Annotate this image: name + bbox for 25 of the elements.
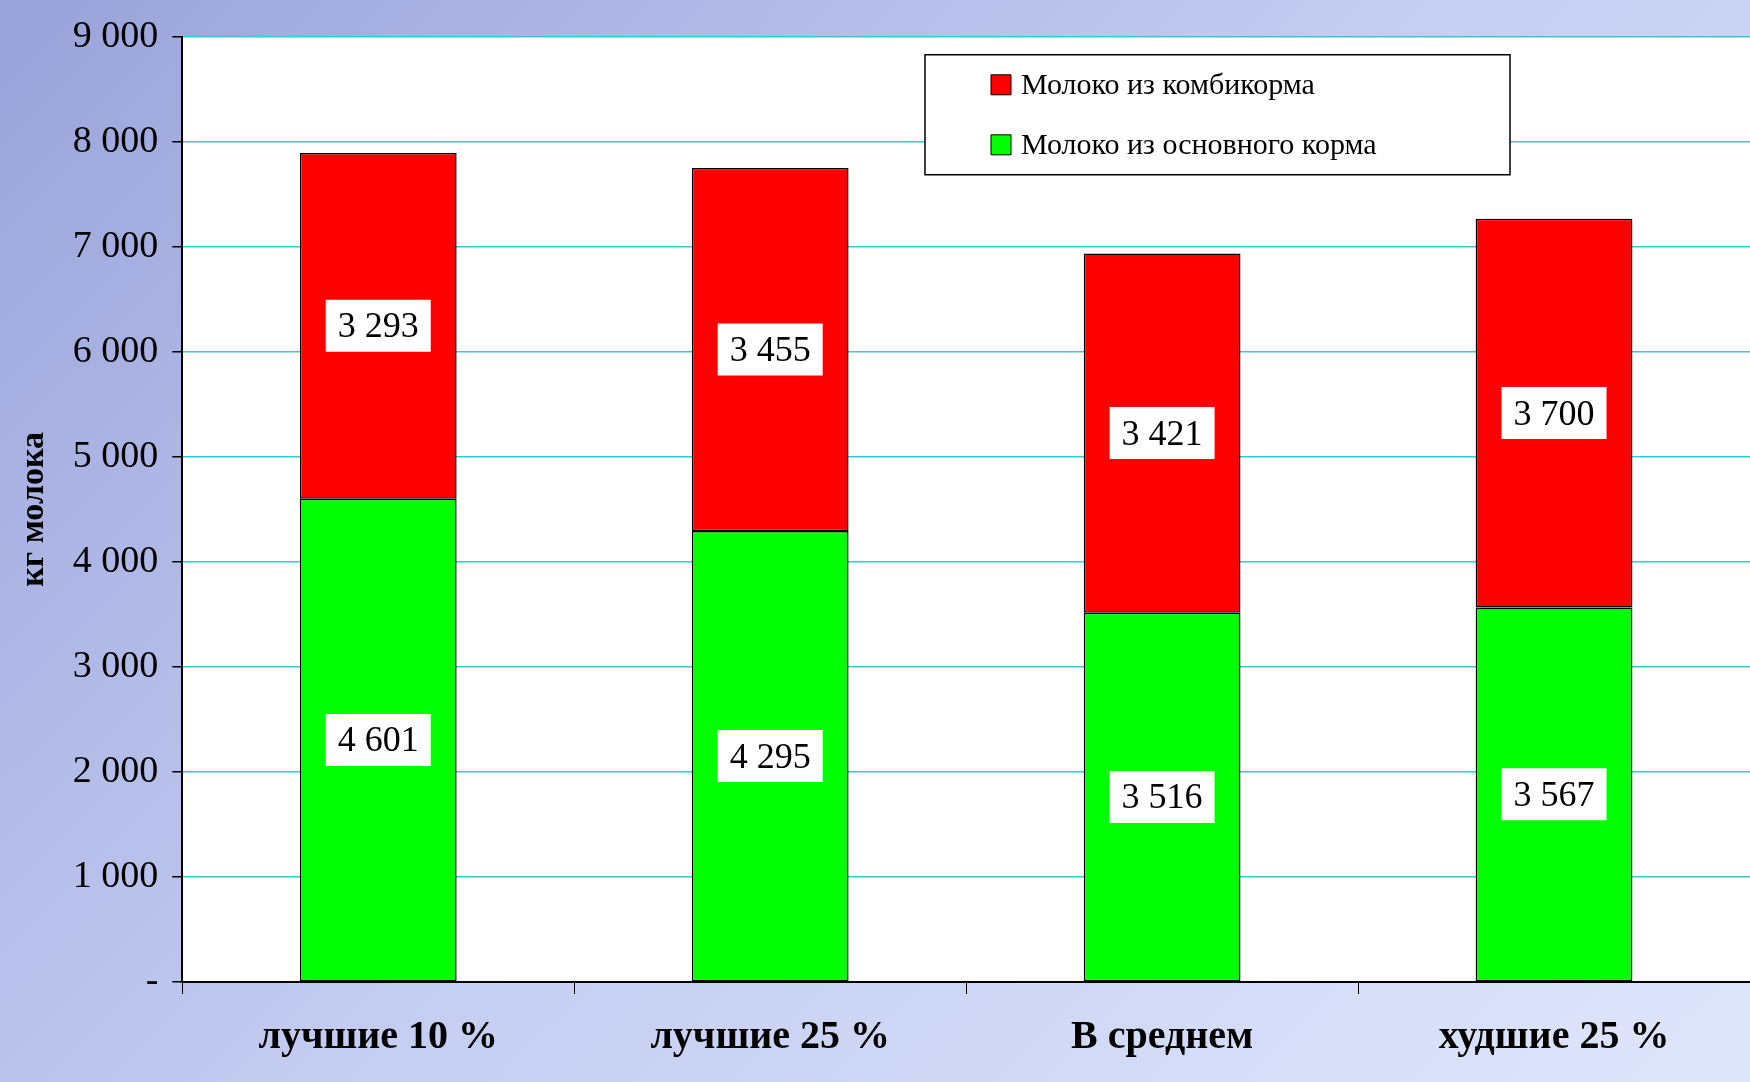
data-label: 3 567 — [1513, 773, 1595, 814]
x-tick-label: лучшие 10 % — [258, 1012, 499, 1058]
y-tick-label: 6 000 — [72, 327, 159, 370]
y-tick-label: 8 000 — [72, 117, 159, 160]
x-tick-label: худшие 25 % — [1438, 1012, 1670, 1058]
data-label: 3 516 — [1121, 776, 1203, 817]
data-label: 4 601 — [337, 719, 419, 760]
data-label: 3 421 — [1121, 412, 1203, 453]
data-label: 3 455 — [729, 328, 811, 369]
y-tick-label: 3 000 — [72, 642, 159, 685]
y-tick-label: 9 000 — [72, 12, 159, 55]
y-axis-title: кг молока — [13, 431, 51, 587]
y-tick-label: 5 000 — [72, 432, 159, 475]
y-tick-label: 4 000 — [72, 537, 159, 580]
y-tick-label: 2 000 — [72, 747, 159, 790]
y-tick-label: - — [145, 957, 159, 1000]
data-label: 3 293 — [337, 305, 419, 346]
y-tick-label: 1 000 — [72, 852, 159, 895]
data-label: 4 295 — [729, 735, 811, 776]
data-label: 3 700 — [1513, 392, 1595, 433]
y-tick-label: 7 000 — [72, 222, 159, 265]
x-tick-label: В среднем — [1071, 1012, 1254, 1058]
legend-label: Молоко из комбикорма — [1021, 66, 1315, 100]
x-tick-label: лучшие 25 % — [650, 1012, 890, 1058]
legend-label: Молоко из основного корма — [1021, 126, 1377, 160]
